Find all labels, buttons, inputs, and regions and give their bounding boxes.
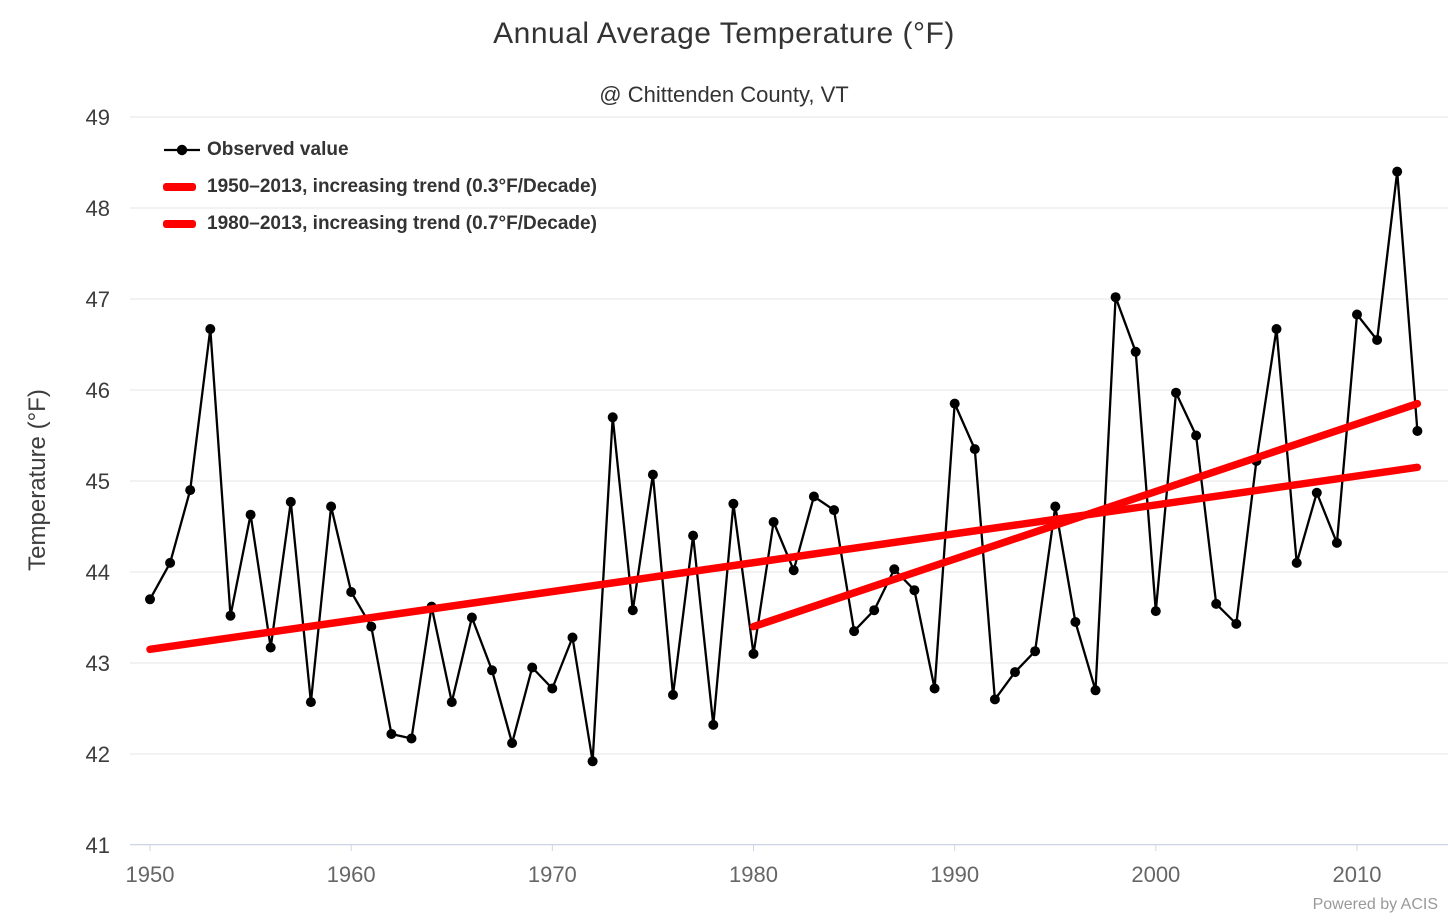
legend-item-trend-1980[interactable]: 1980–2013, increasing trend (0.7°F/Decad…: [163, 205, 597, 242]
legend-item-observed[interactable]: Observed value: [163, 131, 597, 168]
data-point-1957: [285, 496, 296, 507]
data-point-1982: [788, 565, 799, 576]
chart-subtitle: @ Chittenden County, VT: [599, 82, 849, 107]
x-tick-label: 2000: [1131, 862, 1180, 887]
trend-line-1950: [146, 463, 1422, 654]
legend-item-trend-1950[interactable]: 1950–2013, increasing trend (0.3°F/Decad…: [163, 168, 597, 205]
x-tick-label: 2010: [1333, 862, 1382, 887]
data-point-1996: [1070, 617, 1081, 627]
data-point-1975: [647, 469, 658, 480]
data-point-1969: [527, 662, 538, 673]
data-point-1952: [185, 485, 196, 496]
data-point-1950: [145, 594, 155, 605]
data-point-1956: [265, 642, 276, 653]
legend-label: Observed value: [207, 138, 349, 160]
data-point-1968: [507, 738, 518, 749]
y-tick-label: 43: [86, 651, 110, 676]
legend-label: 1950–2013, increasing trend (0.3°F/Decad…: [207, 175, 597, 197]
y-tick-label: 48: [86, 196, 110, 221]
legend: Observed value 1950–2013, increasing tre…: [163, 131, 597, 242]
y-tick-label: 41: [86, 833, 110, 858]
data-point-2008: [1311, 487, 1322, 498]
data-point-1972: [587, 756, 598, 767]
data-point-1979: [728, 498, 739, 509]
data-point-1965: [446, 697, 457, 708]
credits-text[interactable]: Powered by ACIS: [1312, 896, 1438, 913]
y-tick-label: 47: [86, 287, 110, 312]
data-point-1989: [929, 683, 940, 694]
x-tick-label: 1980: [729, 862, 778, 887]
data-point-1991: [969, 444, 980, 455]
data-point-1995: [1050, 501, 1061, 512]
x-tick-label: 1960: [327, 862, 376, 887]
data-point-1959: [326, 501, 337, 512]
data-point-2002: [1191, 430, 1202, 441]
data-point-2010: [1352, 309, 1362, 320]
y-tick-label: 42: [86, 742, 110, 767]
data-point-1973: [607, 412, 618, 423]
data-point-2012: [1392, 166, 1403, 177]
data-point-1987: [889, 564, 900, 575]
data-point-1960: [346, 587, 357, 597]
y-tick-label: 49: [86, 105, 110, 130]
x-tick-label: 1990: [930, 862, 979, 887]
data-point-1961: [366, 621, 377, 632]
trend-line-icon: [163, 219, 207, 228]
data-point-1951: [165, 557, 176, 568]
data-point-1984: [829, 505, 839, 516]
data-point-1967: [487, 665, 497, 676]
data-point-1981: [768, 517, 779, 527]
y-tick-label: 44: [86, 560, 110, 585]
data-point-1954: [225, 610, 236, 621]
data-point-1966: [466, 612, 477, 623]
data-point-1974: [627, 605, 638, 616]
data-point-1983: [808, 491, 819, 502]
y-tick-label: 46: [86, 378, 110, 403]
data-point-1962: [386, 729, 397, 739]
data-point-1990: [949, 398, 960, 409]
trend-line-1980: [749, 399, 1422, 631]
data-point-2001: [1171, 387, 1181, 398]
x-tick-label: 1970: [528, 862, 577, 887]
data-point-2007: [1291, 557, 1302, 568]
data-point-1980: [748, 648, 759, 659]
data-point-2011: [1372, 335, 1383, 345]
data-point-1998: [1110, 292, 1121, 303]
data-point-2009: [1331, 537, 1342, 548]
data-point-1992: [989, 694, 1000, 705]
data-point-1985: [849, 626, 860, 637]
data-point-1999: [1130, 346, 1141, 357]
data-point-1953: [205, 324, 216, 334]
data-point-1978: [708, 719, 719, 730]
data-point-1994: [1030, 646, 1041, 657]
data-point-1958: [305, 697, 316, 708]
x-tick-label: 1950: [126, 862, 175, 887]
data-point-1977: [688, 530, 699, 541]
data-point-1963: [406, 733, 417, 744]
data-point-2004: [1231, 618, 1242, 629]
trend-line-icon: [163, 182, 207, 191]
data-point-2006: [1271, 324, 1282, 334]
data-point-1955: [245, 509, 256, 520]
data-point-2013: [1412, 426, 1423, 436]
data-point-1993: [1010, 667, 1020, 678]
legend-label: 1980–2013, increasing trend (0.7°F/Decad…: [207, 212, 597, 234]
observed-series-line: [148, 170, 1419, 763]
data-point-1986: [869, 605, 880, 616]
data-point-1988: [909, 585, 920, 596]
data-point-2003: [1211, 598, 1222, 609]
data-point-1971: [567, 632, 578, 643]
data-point-1976: [668, 689, 678, 700]
data-point-1997: [1090, 685, 1101, 696]
y-tick-label: 45: [86, 469, 110, 494]
data-point-1970: [547, 683, 558, 694]
chart-title: Annual Average Temperature (°F): [493, 17, 955, 50]
observed-line-dot-icon: [163, 143, 207, 157]
data-point-2000: [1150, 606, 1161, 617]
